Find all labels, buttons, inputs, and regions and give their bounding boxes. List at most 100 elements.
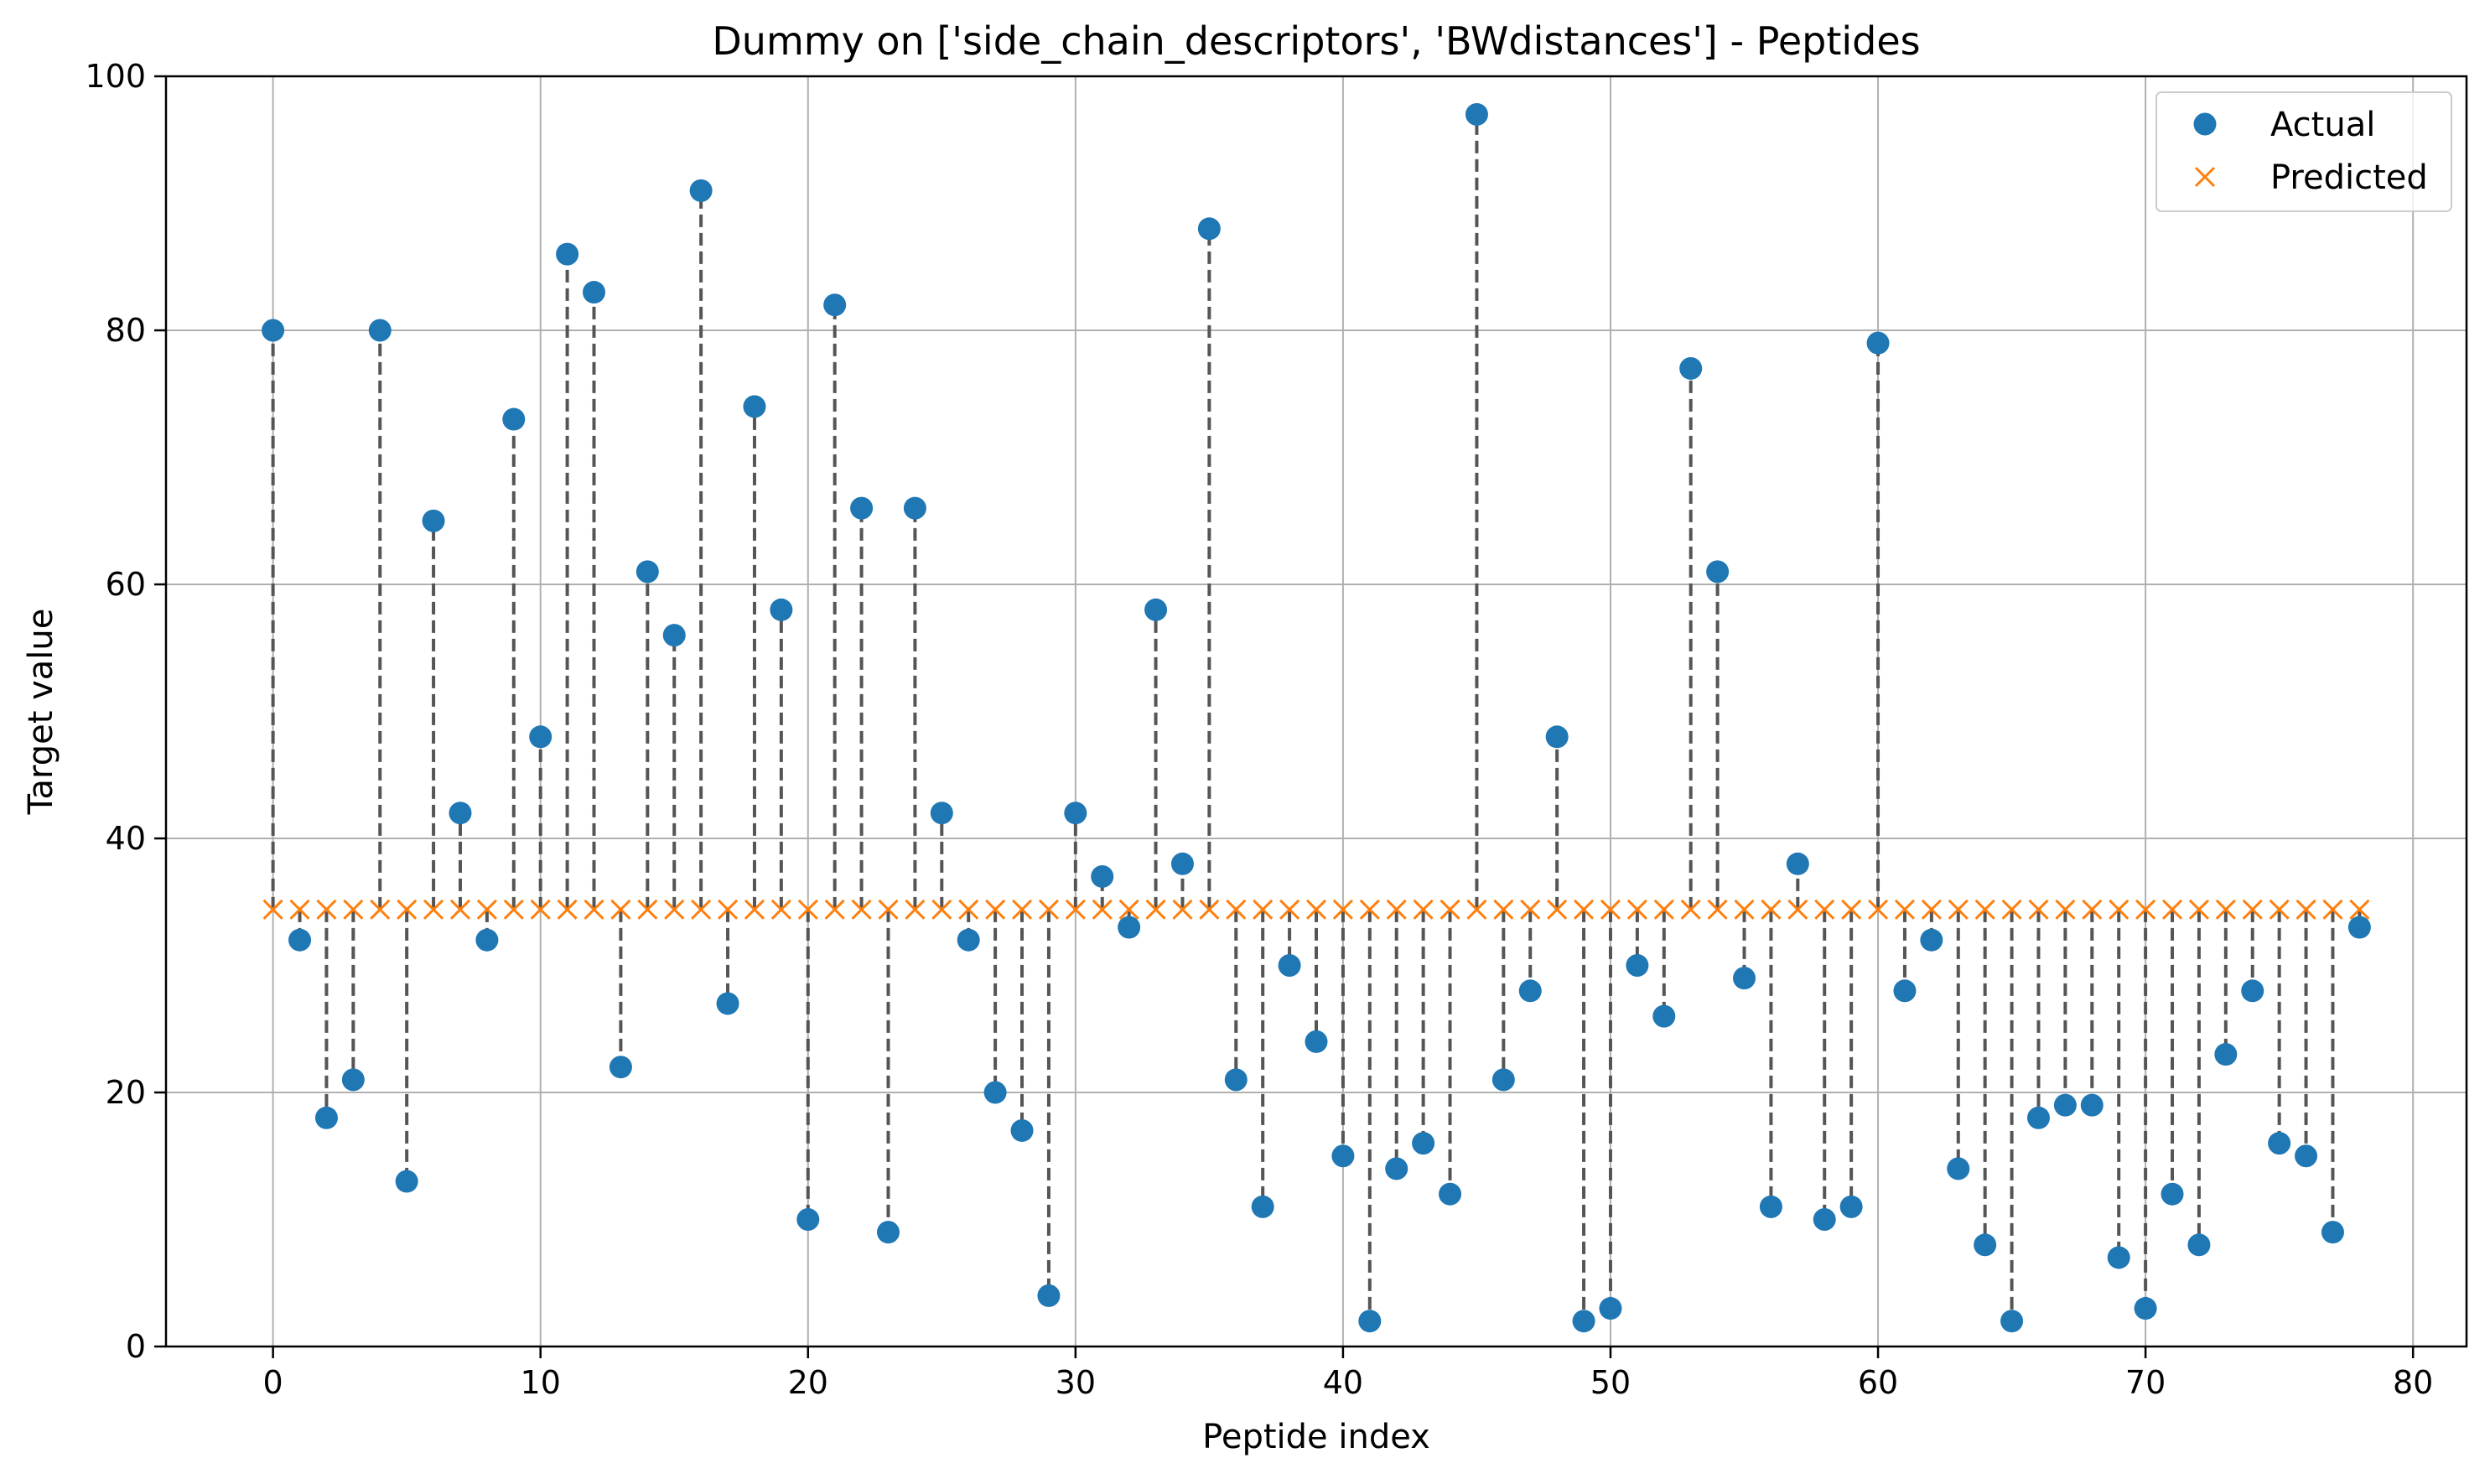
predicted-x-stroke	[691, 899, 712, 920]
predicted-x-stroke	[1894, 899, 1916, 920]
predicted-series	[262, 899, 2370, 920]
predicted-x-stroke	[2322, 899, 2343, 920]
predicted-x-stroke	[1038, 899, 1059, 920]
legend: Actual Predicted	[2155, 91, 2452, 212]
predicted-x-stroke	[1466, 899, 1487, 920]
plot-frame	[164, 75, 2468, 1348]
predicted-point	[2109, 899, 2129, 920]
predicted-x-stroke	[1680, 899, 1701, 920]
actual-point	[1144, 598, 1168, 621]
predicted-point	[797, 899, 818, 920]
actual-point	[2000, 1310, 2024, 1333]
predicted-point	[2295, 899, 2316, 920]
actual-point	[288, 928, 312, 952]
predicted-x-stroke	[1841, 899, 1862, 920]
actual-point	[1491, 1068, 1515, 1092]
actual-point	[1599, 1297, 1622, 1321]
predicted-point	[1038, 899, 1059, 920]
predicted-point	[824, 899, 845, 920]
predicted-x-stroke	[1547, 899, 1568, 920]
actual-point	[1706, 560, 1730, 584]
x-tick-label: 30	[1056, 1364, 1096, 1401]
predicted-x-stroke	[2188, 899, 2209, 920]
actual-point	[2026, 1106, 2050, 1129]
y-tick-label: 100	[85, 58, 146, 95]
actual-point	[1652, 1004, 1676, 1028]
predicted-x-stroke	[905, 899, 926, 920]
predicted-point	[1011, 899, 1033, 920]
predicted-point	[343, 899, 364, 920]
predicted-x-stroke	[985, 899, 1006, 920]
predicted-point	[262, 899, 283, 920]
predicted-x-stroke	[289, 899, 310, 920]
actual-point	[1866, 331, 1890, 355]
predicted-x-stroke	[1493, 899, 1514, 920]
actual-point	[1759, 1195, 1782, 1218]
actual-point	[2161, 1182, 2184, 1206]
actual-point	[1465, 102, 1488, 126]
predicted-point	[878, 899, 899, 920]
predicted-point	[691, 899, 712, 920]
predicted-point	[1466, 899, 1487, 920]
actual-point	[1733, 967, 1756, 990]
predicted-x-stroke	[1386, 899, 1407, 920]
predicted-x-stroke	[1867, 899, 1889, 920]
actual-point	[1518, 979, 1542, 1003]
predicted-point	[1386, 899, 1407, 920]
actual-point	[556, 242, 579, 266]
actual-point	[2347, 916, 2371, 939]
y-tick-label: 0	[126, 1328, 146, 1365]
predicted-x-stroke	[1600, 899, 1621, 920]
actual-point	[422, 509, 445, 532]
actual-point	[823, 293, 847, 317]
actual-point	[903, 496, 926, 520]
actual-point	[1037, 1284, 1061, 1307]
predicted-x-stroke	[530, 899, 551, 920]
predicted-x-stroke	[1707, 899, 1728, 920]
predicted-x-stroke	[717, 899, 739, 920]
x-tick-label: 0	[263, 1364, 283, 1401]
predicted-x-stroke	[2135, 899, 2156, 920]
predicted-x-stroke	[851, 899, 872, 920]
predicted-x-stroke	[2161, 899, 2183, 920]
predicted-point	[397, 899, 418, 920]
predicted-point	[2082, 899, 2103, 920]
actual-point	[2321, 1221, 2344, 1244]
actual-point	[1224, 1068, 1248, 1092]
predicted-x-stroke	[1092, 899, 1113, 920]
predicted-x-stroke	[958, 899, 979, 920]
x-tick-label: 20	[788, 1364, 828, 1401]
actual-point	[2053, 1093, 2077, 1117]
predicted-point	[1092, 899, 1113, 920]
predicted-x-stroke	[1974, 899, 1995, 920]
actual-point	[716, 992, 739, 1015]
predicted-point	[2349, 899, 2370, 920]
predicted-x-stroke	[1359, 899, 1380, 920]
predicted-point	[1761, 899, 1782, 920]
predicted-point	[1814, 899, 1835, 920]
predicted-x-stroke	[1440, 899, 1460, 920]
predicted-point	[1332, 899, 1353, 920]
predicted-x-stroke	[1332, 899, 1353, 920]
predicted-x-stroke	[449, 899, 471, 920]
predicted-x-stroke	[744, 899, 765, 920]
predicted-x-stroke	[1787, 899, 1808, 920]
actual-point	[1974, 1233, 1997, 1257]
actual-point	[1197, 217, 1221, 241]
predicted-point	[2028, 899, 2049, 920]
predicted-x-stroke	[1253, 899, 1274, 920]
actual-point	[1920, 928, 1943, 952]
actual-point	[1251, 1195, 1274, 1218]
predicted-point	[958, 899, 979, 920]
predicted-point	[985, 899, 1006, 920]
predicted-point	[664, 899, 685, 920]
predicted-x-stroke	[476, 899, 497, 920]
actual-series	[262, 102, 2371, 1333]
actual-point	[1118, 916, 1141, 939]
predicted-x-stroke	[1761, 899, 1782, 920]
predicted-point	[610, 899, 631, 920]
predicted-point	[449, 899, 471, 920]
predicted-x-stroke	[1011, 899, 1033, 920]
actual-point	[662, 624, 686, 647]
